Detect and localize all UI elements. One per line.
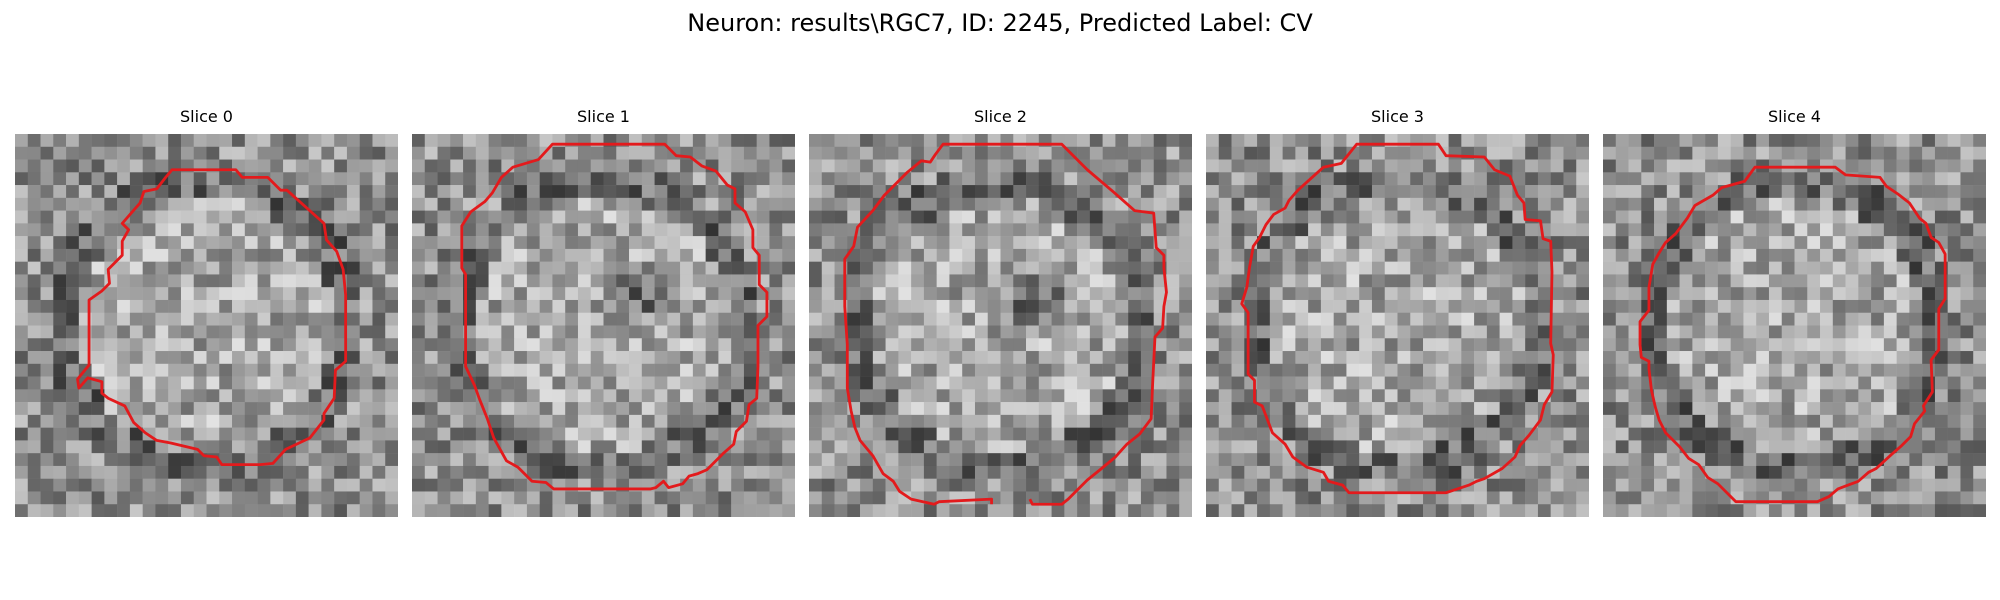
grayscale-pixels — [1603, 134, 1986, 517]
figure-title: Neuron: results\RGC7, ID: 2245, Predicte… — [687, 9, 1313, 37]
slice-panel-4: Slice 4 — [1603, 106, 1986, 517]
slice-title: Slice 1 — [577, 107, 630, 126]
contour-outline — [1638, 165, 1947, 504]
contour-outline — [1240, 142, 1555, 495]
slice-title: Slice 3 — [1371, 107, 1424, 126]
slice-panel-0: Slice 0 — [15, 106, 398, 517]
slice-image — [15, 134, 398, 517]
grayscale-pixels — [809, 134, 1192, 517]
slice-panel-2: Slice 2 — [809, 106, 1192, 517]
slice-title: Slice 2 — [974, 107, 1027, 126]
slice-title: Slice 4 — [1768, 107, 1821, 126]
slice-image — [1206, 134, 1589, 517]
slice-image — [412, 134, 795, 517]
slice-panel-1: Slice 1 — [412, 106, 795, 517]
contour-outline — [843, 142, 1168, 506]
slice-image — [1603, 134, 1986, 517]
contour-outline — [76, 168, 348, 467]
contour-outline — [460, 142, 769, 491]
grayscale-pixels — [15, 134, 398, 517]
slice-panel-3: Slice 3 — [1206, 106, 1589, 517]
slice-image — [809, 134, 1192, 517]
grayscale-pixels — [1206, 134, 1589, 517]
slice-title: Slice 0 — [180, 107, 233, 126]
grayscale-pixels — [412, 134, 795, 517]
